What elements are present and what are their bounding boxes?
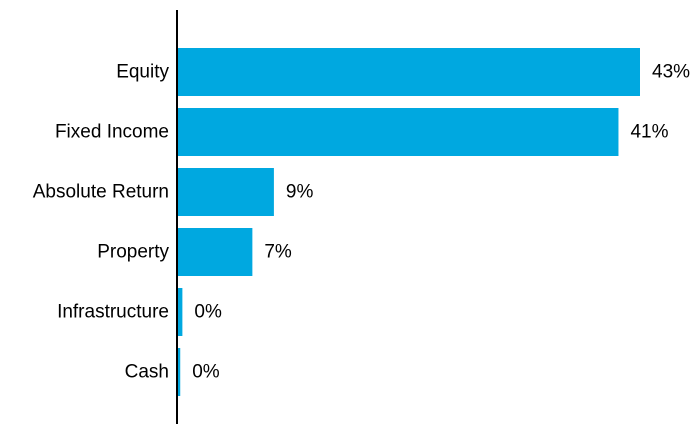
value-label-property: 7% (264, 242, 292, 263)
category-labels: Equity Fixed Income Absolute Return Propert… (33, 62, 170, 383)
bar-property (177, 228, 253, 276)
value-labels: 43% 41% 9% 7% 0% 0% (192, 62, 690, 383)
value-label-fixed-income: 41% (630, 122, 668, 143)
bar-fixed-income (177, 108, 619, 156)
bars-layer (177, 48, 640, 396)
category-label-absolute-return: Absolute Return (33, 182, 169, 203)
category-label-equity: Equity (116, 62, 169, 83)
bar-equity (177, 48, 640, 96)
bar-cash (177, 348, 181, 396)
category-label-infrastructure: Infrastructure (57, 302, 169, 323)
bar-infrastructure (177, 288, 183, 336)
category-label-property: Property (97, 242, 169, 263)
bar-absolute-return (177, 168, 274, 216)
value-label-infrastructure: 0% (194, 302, 222, 323)
category-label-fixed-income: Fixed Income (55, 122, 169, 143)
value-label-equity: 43% (652, 62, 690, 83)
value-label-absolute-return: 9% (286, 182, 314, 203)
category-label-cash: Cash (125, 362, 169, 383)
value-label-cash: 0% (192, 362, 220, 383)
